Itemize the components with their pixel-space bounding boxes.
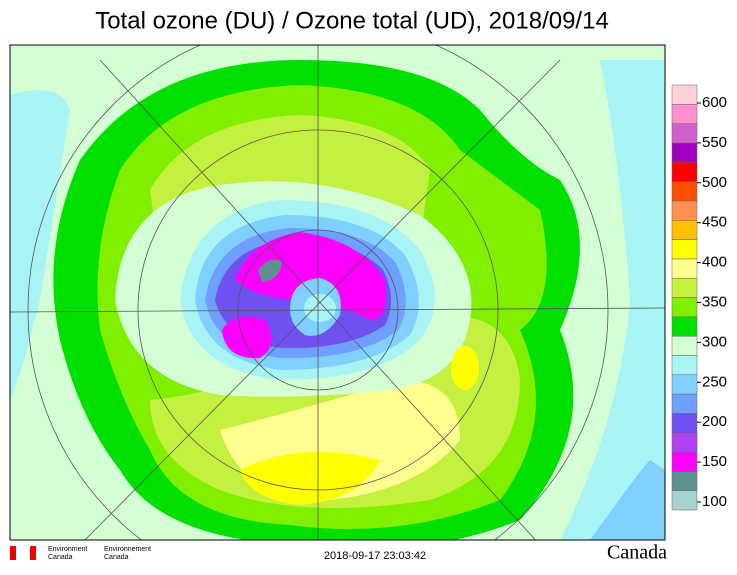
tick-label: 500 xyxy=(702,174,727,191)
agency-fr: Environnement xyxy=(104,546,151,553)
timestamp: 2018-09-17 23:03:42 xyxy=(324,550,426,562)
color-box xyxy=(671,451,698,472)
color-box xyxy=(671,471,698,491)
color-box xyxy=(671,277,698,298)
color-box xyxy=(671,413,698,433)
color-box xyxy=(671,200,698,221)
color-box xyxy=(671,181,698,202)
color-box xyxy=(671,258,698,279)
tick-label: 100 xyxy=(702,493,727,510)
tick-label: 600 xyxy=(702,94,727,111)
color-box xyxy=(671,239,698,260)
color-box xyxy=(671,162,698,182)
footer: Environment Canada Environnement Canada … xyxy=(10,542,667,564)
map-frame xyxy=(9,44,666,541)
color-box xyxy=(671,316,698,337)
tick-label: 400 xyxy=(702,254,727,271)
color-box xyxy=(671,142,698,163)
agency-en: Environment xyxy=(48,546,87,553)
color-box xyxy=(671,335,698,356)
color-box xyxy=(671,84,698,105)
colorbar: 100 150 200 250 300 350 400 450 500 550 600 xyxy=(671,84,727,511)
color-box xyxy=(671,297,698,318)
color-box xyxy=(671,104,698,124)
color-box xyxy=(671,123,698,144)
title: Total ozone (DU) / Ozone total (UD), 201… xyxy=(95,7,609,34)
tick-label: 250 xyxy=(702,373,727,390)
color-box xyxy=(671,432,698,453)
color-box xyxy=(671,393,698,414)
tick-label: 450 xyxy=(702,214,727,231)
agency-en: Canada xyxy=(48,554,73,561)
ozone-map xyxy=(10,45,665,540)
tick-label: 550 xyxy=(702,134,727,151)
flag-center xyxy=(16,546,30,560)
tick-label: 150 xyxy=(702,453,727,470)
color-box xyxy=(671,355,698,376)
tick-label: 300 xyxy=(702,333,727,350)
wordmark: Canada xyxy=(607,542,667,564)
color-box xyxy=(671,490,698,511)
color-box xyxy=(671,219,698,240)
color-box xyxy=(671,374,698,395)
tick-label: 350 xyxy=(702,293,727,310)
tick-label: 200 xyxy=(702,413,727,430)
agency-fr: Canada xyxy=(104,554,129,561)
